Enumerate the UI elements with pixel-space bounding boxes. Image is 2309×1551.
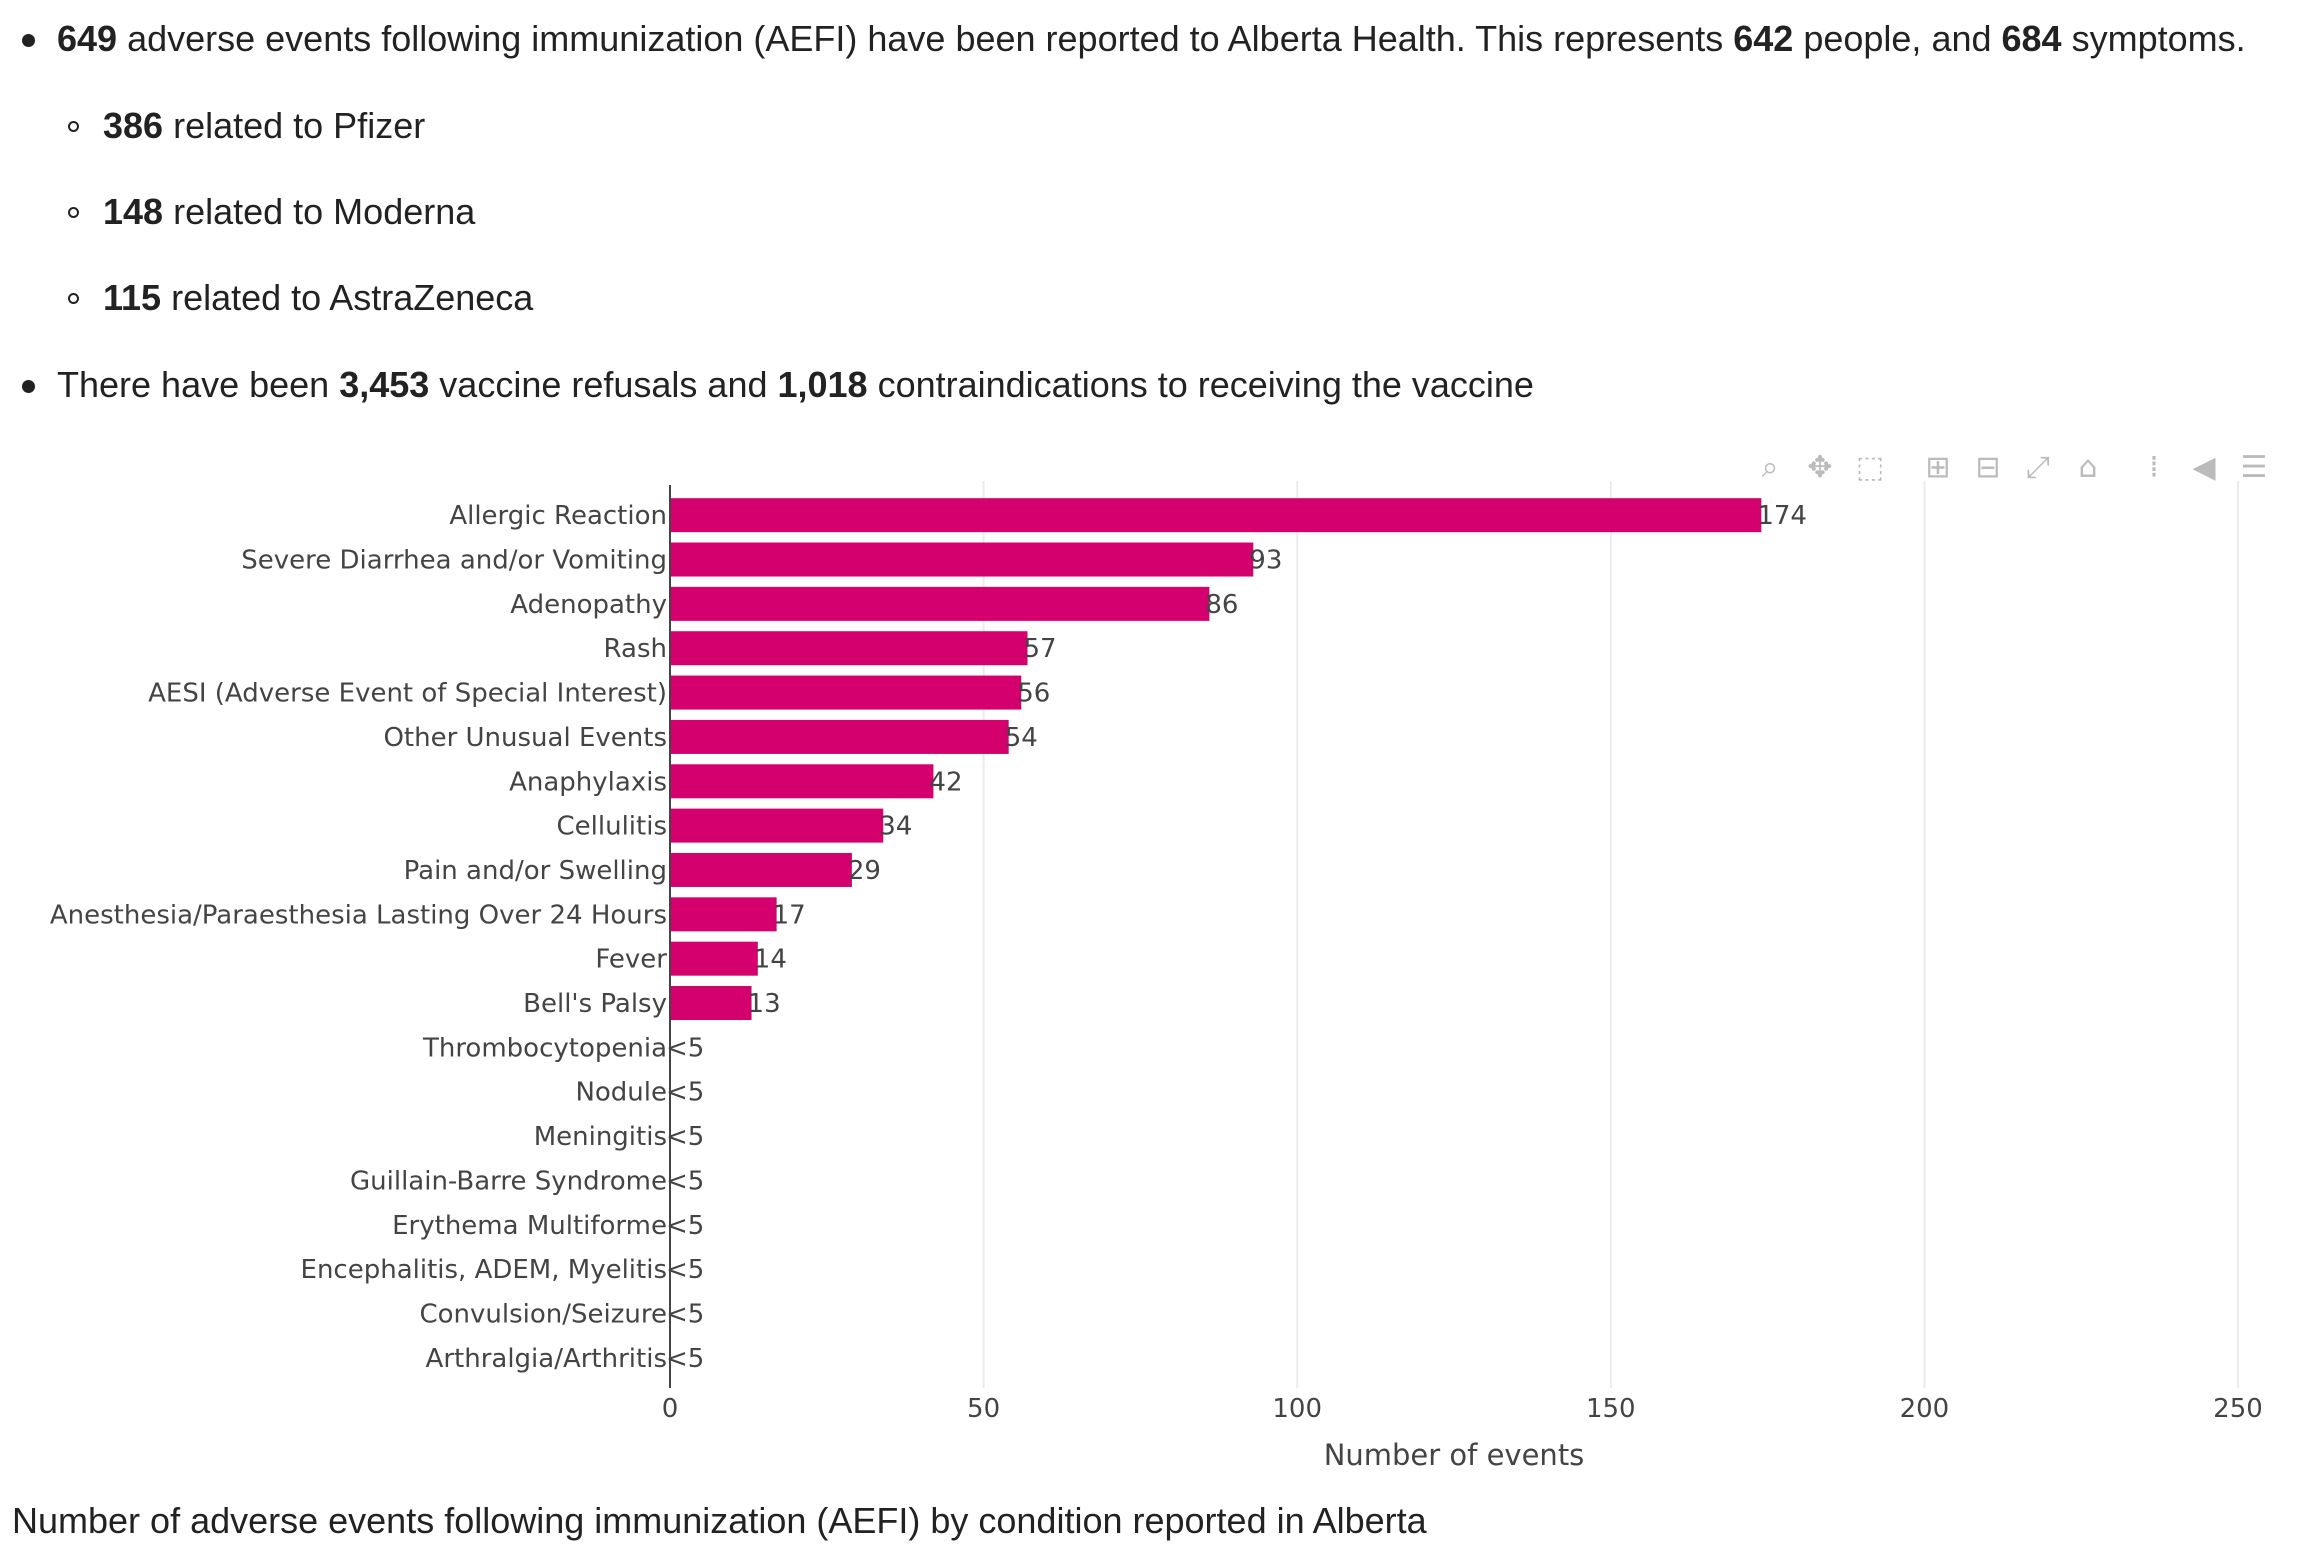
x-tick-label: 250	[2213, 1394, 2263, 1424]
data-label: 93	[1249, 546, 1282, 576]
data-label: 174	[1757, 501, 1807, 531]
refusals-count: 3,453	[339, 364, 430, 405]
bullet-icon	[22, 34, 35, 47]
category-label: AESI (Adverse Event of Special Interest)	[148, 679, 667, 709]
data-label: 34	[879, 812, 912, 842]
category-label: Convulsion/Seizure	[419, 1299, 667, 1329]
aefi-symptoms: 684	[2001, 18, 2062, 59]
pfizer-text: related to Pfizer	[163, 105, 426, 146]
category-label: Other Unusual Events	[383, 723, 667, 753]
pan-icon[interactable]: ✥	[1807, 450, 1833, 485]
x-tick-label: 50	[967, 1394, 1000, 1424]
aefi-people: 642	[1733, 18, 1794, 59]
hover-closest-icon[interactable]: ◀	[2192, 450, 2216, 485]
aefi-count: 649	[57, 18, 118, 59]
aefi-text-a: adverse events following immunization (A…	[117, 18, 1734, 59]
pfizer-count: 386	[103, 105, 164, 146]
category-label: Rash	[604, 634, 667, 664]
sub-bullet-icon	[68, 121, 79, 132]
aefi-text-b: people, and	[1793, 18, 2002, 59]
aefi-bar-chart: Allergic Reaction 174 Severe Diarrhea and/…	[50, 481, 2263, 1470]
chart-caption: Number of adverse events following immun…	[12, 1500, 1427, 1541]
data-label: 56	[1017, 679, 1050, 709]
zoom-in-icon[interactable]: ⊞	[1925, 450, 1951, 485]
reset-axes-icon[interactable]: ⌂	[2078, 450, 2098, 485]
data-label: 17	[773, 900, 806, 930]
bar	[670, 852, 852, 887]
bar	[670, 808, 884, 843]
category-label: Anesthesia/Paraesthesia Lasting Over 24 …	[50, 900, 667, 930]
sub-bullet-icon	[68, 293, 79, 304]
data-label: 29	[848, 856, 881, 886]
category-label: Fever	[595, 945, 667, 975]
bar	[670, 986, 752, 1021]
category-label: Guillain-Barre Syndrome	[350, 1166, 667, 1196]
autoscale-icon[interactable]: ⤢	[2026, 450, 2050, 485]
bar	[670, 764, 934, 799]
bar	[670, 719, 1009, 754]
bar	[670, 631, 1028, 666]
category-label: Encephalitis, ADEM, Myelitis	[301, 1255, 667, 1285]
box-select-icon[interactable]: ⬚	[1855, 450, 1885, 485]
bar	[670, 498, 1762, 533]
category-label: Allergic Reaction	[449, 501, 667, 531]
x-tick-label: 0	[662, 1394, 679, 1424]
data-label: <5	[666, 1344, 704, 1374]
data-label: <5	[666, 1299, 704, 1329]
refusals-text-c: contraindications to receiving the vacci…	[867, 364, 1534, 405]
vaccine-pfizer: 386 related to Pfizer	[103, 105, 425, 147]
data-label: <5	[666, 1211, 704, 1241]
bar	[670, 941, 758, 976]
category-label: Meningitis	[534, 1122, 667, 1152]
hover-compare-icon[interactable]: ☰	[2240, 450, 2268, 485]
data-label: 14	[754, 945, 787, 975]
category-label: Severe Diarrhea and/or Vomiting	[241, 546, 667, 576]
bar	[670, 675, 1022, 710]
bar	[670, 542, 1254, 577]
data-label: <5	[666, 1255, 704, 1285]
data-label: <5	[666, 1078, 704, 1108]
data-label: 57	[1024, 634, 1057, 664]
moderna-count: 148	[103, 191, 164, 232]
zoom-icon[interactable]: ⌕	[1761, 450, 1779, 485]
refusals-text-b: vaccine refusals and	[429, 364, 778, 405]
category-label: Nodule	[575, 1078, 667, 1108]
category-label: Erythema Multiforme	[392, 1211, 667, 1241]
x-axis-title: Number of events	[1324, 1438, 1585, 1470]
astrazeneca-count: 115	[103, 277, 162, 318]
refusals-text-a: There have been	[57, 364, 340, 405]
refusals-summary: There have been 3,453 vaccine refusals a…	[57, 364, 1534, 406]
x-tick-label: 150	[1586, 1394, 1636, 1424]
bar	[670, 897, 777, 932]
data-label: 86	[1205, 590, 1238, 620]
aefi-summary: 649 adverse events following immunizatio…	[57, 18, 2246, 60]
contraindications-count: 1,018	[777, 364, 868, 405]
astrazeneca-text: related to AstraZeneca	[161, 277, 534, 318]
data-label: <5	[666, 1166, 704, 1196]
data-label: 54	[1005, 723, 1038, 753]
category-label: Arthralgia/Arthritis	[426, 1344, 667, 1374]
vaccine-moderna: 148 related to Moderna	[103, 191, 475, 233]
bullet-icon	[22, 380, 35, 393]
spike-lines-icon[interactable]: ⁞	[2149, 450, 2159, 485]
x-tick-label: 100	[1272, 1394, 1322, 1424]
category-label: Bell's Palsy	[523, 989, 667, 1019]
category-label: Anaphylaxis	[509, 767, 667, 797]
x-tick-label: 200	[1900, 1394, 1950, 1424]
category-label: Cellulitis	[557, 812, 668, 842]
data-label: <5	[666, 1033, 704, 1063]
vaccine-astrazeneca: 115 related to AstraZeneca	[103, 277, 533, 319]
bar	[670, 586, 1210, 621]
aefi-text-c: symptoms.	[2061, 18, 2246, 59]
data-label: 13	[748, 989, 781, 1019]
data-label: <5	[666, 1122, 704, 1152]
category-label: Pain and/or Swelling	[404, 856, 667, 886]
category-label: Adenopathy	[510, 590, 667, 620]
data-label: 42	[929, 767, 962, 797]
category-label: Thrombocytopenia	[422, 1033, 667, 1063]
sub-bullet-icon	[68, 207, 79, 218]
zoom-out-icon[interactable]: ⊟	[1975, 450, 2001, 485]
moderna-text: related to Moderna	[163, 191, 476, 232]
